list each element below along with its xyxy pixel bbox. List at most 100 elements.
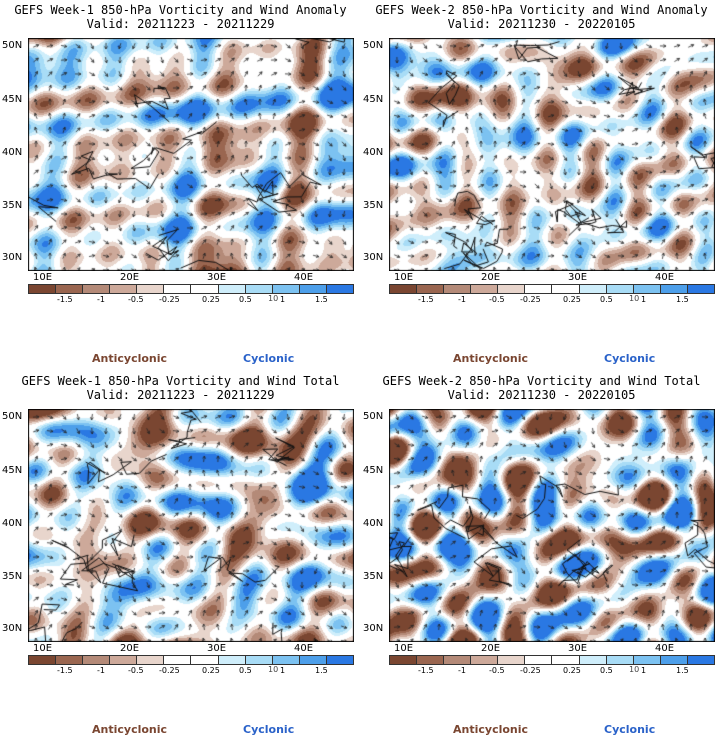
colorbar-label: -0.25 <box>520 295 541 304</box>
colorbar-label: -1.5 <box>57 666 73 675</box>
lat-label: 30N <box>363 623 384 634</box>
vorticity-map <box>389 38 715 271</box>
colorbar-extra-label: 10 <box>268 665 279 674</box>
lat-label: 45N <box>363 465 384 476</box>
colorbar-swatch <box>326 656 353 664</box>
colorbar-swatch <box>498 656 526 664</box>
colorbar-swatch <box>191 285 219 293</box>
colorbar-swatch <box>498 285 526 293</box>
colorbar-swatch <box>579 285 607 293</box>
colorbar-extra-label: 10 <box>629 665 640 674</box>
colorbar-swatch <box>191 656 219 664</box>
panel-week1-total: GEFS Week-1 850-hPa Vorticity and Wind T… <box>0 371 361 742</box>
legend-anticyclonic: Anticyclonic <box>453 723 529 736</box>
colorbar-swatch <box>110 656 138 664</box>
lat-label: 50N <box>2 40 23 51</box>
lat-label: 45N <box>2 465 23 476</box>
panel-title: GEFS Week-2 850-hPa Vorticity and Wind A… <box>375 3 708 17</box>
legend-cyclonic: Cyclonic <box>243 723 295 736</box>
colorbar-label: -0.5 <box>128 666 144 675</box>
panel-subtitle: Valid: 20211230 - 20220105 <box>447 17 636 31</box>
colorbar-swatch <box>218 285 246 293</box>
colorbar-swatch <box>110 285 138 293</box>
colorbar-swatch <box>390 656 418 664</box>
colorbar-label: 1.5 <box>676 295 689 304</box>
colorbar-swatch <box>164 285 192 293</box>
lon-label: 30E <box>568 643 588 654</box>
colorbar-label: -1.5 <box>418 295 434 304</box>
lon-label: 30E <box>207 272 227 283</box>
colorbar-swatch <box>471 656 499 664</box>
panel-subtitle: Valid: 20211230 - 20220105 <box>447 388 636 402</box>
colorbar-label: 1 <box>280 295 286 304</box>
lat-label: 30N <box>363 252 384 263</box>
legend-cyclonic: Cyclonic <box>604 723 656 736</box>
lat-label: 50N <box>2 411 23 422</box>
colorbar-swatch <box>137 656 165 664</box>
colorbar-swatch <box>137 285 165 293</box>
lat-label: 45N <box>2 94 23 105</box>
lat-label: 50N <box>363 40 384 51</box>
lat-label: 40N <box>363 147 384 158</box>
colorbar-label: 0.25 <box>563 295 581 304</box>
colorbar-swatch <box>390 285 418 293</box>
colorbar-swatch <box>444 285 472 293</box>
legend-cyclonic: Cyclonic <box>604 352 656 365</box>
colorbar-label: 0.5 <box>600 666 613 675</box>
colorbar-label: 1.5 <box>315 295 328 304</box>
lon-label: 30E <box>207 643 227 654</box>
colorbar-swatch <box>164 656 192 664</box>
colorbar-swatch <box>687 285 714 293</box>
legend-anticyclonic: Anticyclonic <box>92 352 168 365</box>
colorbar-swatch <box>633 285 661 293</box>
lat-label: 35N <box>2 200 23 211</box>
lon-label: 30E <box>568 272 588 283</box>
lat-label: 35N <box>363 200 384 211</box>
panel-title: GEFS Week-1 850-hPa Vorticity and Wind T… <box>21 374 340 388</box>
colorbar-label: 1 <box>280 666 286 675</box>
colorbar-swatch <box>29 285 57 293</box>
lat-label: 45N <box>363 94 384 105</box>
lon-label: 10E <box>33 643 53 654</box>
lon-label: 20E <box>120 643 140 654</box>
colorbar-swatch <box>56 285 84 293</box>
lat-label: 35N <box>2 571 23 582</box>
colorbar-label: 0.5 <box>600 295 613 304</box>
lon-label: 20E <box>120 272 140 283</box>
lat-label: 35N <box>363 571 384 582</box>
colorbar-label: -1 <box>97 666 105 675</box>
colorbar-swatch <box>417 656 445 664</box>
colorbar <box>389 284 715 294</box>
lon-label: 40E <box>655 643 675 654</box>
colorbar-swatch <box>299 656 327 664</box>
colorbar-swatch <box>552 656 580 664</box>
colorbar-label: -0.25 <box>159 666 180 675</box>
colorbar-label: 0.5 <box>239 666 252 675</box>
colorbar-label: -0.5 <box>128 295 144 304</box>
lon-label: 10E <box>33 272 53 283</box>
colorbar-swatch <box>83 285 111 293</box>
colorbar-label: -0.25 <box>159 295 180 304</box>
legend-anticyclonic: Anticyclonic <box>453 352 529 365</box>
colorbar-label: 0.5 <box>239 295 252 304</box>
vorticity-map <box>28 38 354 271</box>
colorbar-swatch <box>83 656 111 664</box>
lon-label: 40E <box>655 272 675 283</box>
colorbar-swatch <box>660 656 688 664</box>
colorbar-swatch <box>29 656 57 664</box>
colorbar-swatch <box>579 656 607 664</box>
legend-anticyclonic: Anticyclonic <box>92 723 168 736</box>
panel-title: GEFS Week-2 850-hPa Vorticity and Wind T… <box>382 374 701 388</box>
colorbar-label: 0.25 <box>563 666 581 675</box>
colorbar-swatch <box>272 285 300 293</box>
lat-label: 40N <box>2 147 23 158</box>
colorbar-label: -0.5 <box>489 295 505 304</box>
lat-label: 50N <box>363 411 384 422</box>
colorbar-swatch <box>660 285 688 293</box>
colorbar-swatch <box>606 285 634 293</box>
colorbar-swatch <box>218 656 246 664</box>
vorticity-map <box>389 409 715 642</box>
colorbar-swatch <box>444 656 472 664</box>
colorbar-label: 0.25 <box>202 295 220 304</box>
colorbar-swatch <box>687 656 714 664</box>
